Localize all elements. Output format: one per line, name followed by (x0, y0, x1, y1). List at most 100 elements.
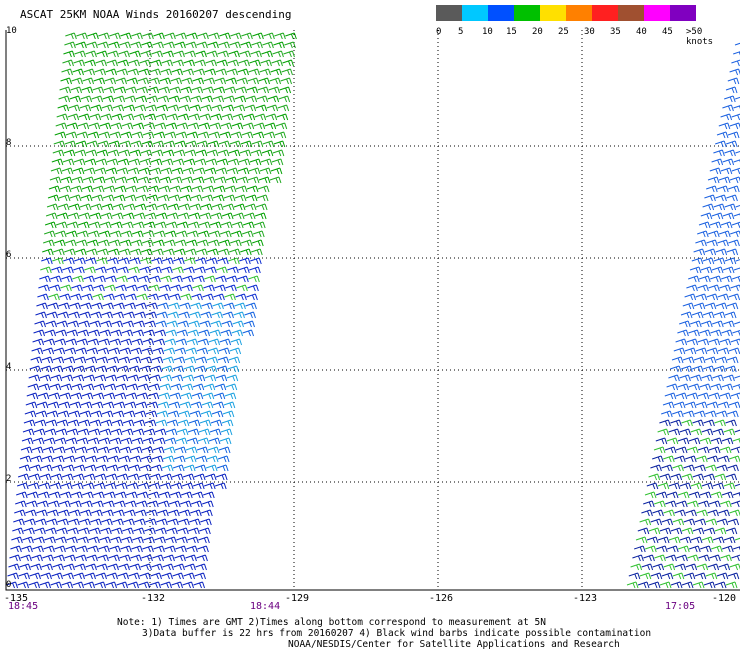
wind-barb (11, 536, 23, 544)
wind-barb (91, 194, 104, 202)
wind-barb (713, 311, 726, 319)
wind-barb (220, 221, 233, 229)
colorbar-label: 15 (506, 27, 517, 37)
wind-barb (129, 257, 141, 265)
wind-barb (66, 428, 79, 436)
wind-barb (38, 284, 50, 292)
wind-barb (725, 419, 737, 427)
wind-barb (650, 572, 663, 580)
wind-barb (204, 275, 216, 283)
wind-barb (60, 491, 72, 499)
wind-barb (77, 329, 90, 337)
wind-barb (62, 365, 75, 373)
wind-barb (22, 428, 35, 436)
wind-barb (692, 527, 705, 535)
wind-barb (118, 563, 130, 571)
wind-barb (251, 41, 263, 49)
wind-barb (100, 419, 113, 427)
wind-barb (82, 176, 95, 184)
wind-barb (117, 266, 129, 274)
wind-barb (236, 284, 248, 292)
wind-barb (111, 419, 124, 427)
wind-barb (120, 338, 133, 346)
wind-barb (224, 185, 237, 193)
wind-barb (237, 68, 249, 76)
wind-barb (245, 194, 258, 202)
wind-barb (115, 176, 128, 184)
wind-barb (60, 284, 72, 292)
colorbar-swatch (566, 5, 592, 21)
wind-barb (131, 545, 143, 553)
wind-barb (55, 221, 68, 229)
wind-barb (84, 158, 97, 166)
wind-barb (110, 329, 123, 337)
wind-barb (29, 572, 41, 580)
wind-barb (234, 194, 247, 202)
wind-barb (694, 518, 707, 526)
wind-barb (628, 572, 641, 580)
wind-barb (17, 473, 30, 481)
wind-barb (141, 347, 154, 355)
wind-barb (260, 59, 272, 67)
wind-barb (728, 185, 740, 193)
wind-barb (641, 563, 654, 571)
wind-barb (735, 205, 740, 208)
wind-barb (148, 482, 161, 490)
wind-barb (166, 320, 178, 328)
wind-barb (686, 284, 698, 292)
wind-barb (209, 428, 222, 436)
wind-barb (105, 581, 118, 589)
wind-barb (220, 428, 233, 436)
wind-barb (127, 581, 140, 589)
wind-barb (250, 50, 262, 58)
wind-barb (95, 365, 108, 373)
wind-barb (129, 50, 141, 58)
wind-barb (694, 572, 707, 580)
wind-barb (183, 59, 195, 67)
wind-barb (175, 338, 188, 346)
wind-barb (148, 491, 160, 499)
wind-barb (120, 545, 132, 553)
wind-barb (160, 275, 172, 283)
colorbar-label: 10 (482, 27, 493, 37)
wind-barb (82, 77, 95, 85)
wind-barb (267, 95, 280, 103)
wind-barb (176, 221, 189, 229)
wind-barb (713, 257, 726, 265)
wind-barb (42, 446, 55, 454)
wind-barb (725, 365, 737, 373)
wind-barb (26, 392, 39, 400)
wind-barb (124, 509, 136, 517)
wind-barb (637, 581, 650, 589)
wind-barb (29, 464, 42, 472)
wind-barb (702, 311, 715, 319)
wind-barb (714, 473, 727, 481)
wind-barb (107, 455, 120, 463)
wind-barb (107, 563, 119, 571)
wind-barb (147, 185, 160, 193)
wind-barb (92, 86, 105, 94)
wind-barb (84, 266, 96, 274)
wind-barb (149, 68, 161, 76)
wind-barb (190, 509, 202, 517)
wind-barb (679, 320, 691, 328)
wind-barb (178, 410, 191, 418)
wind-barb (28, 374, 41, 382)
wind-barb (105, 68, 117, 76)
wind-barb (708, 338, 721, 346)
wind-barb (270, 167, 283, 175)
wind-barb (729, 122, 740, 130)
wind-barb (224, 392, 237, 400)
colorbar-swatch (592, 5, 618, 21)
wind-barb (700, 545, 712, 553)
wind-barb (50, 374, 63, 382)
wind-barb (117, 464, 130, 472)
wind-barb (672, 464, 684, 472)
wind-barb (32, 338, 45, 346)
wind-barb (120, 239, 132, 247)
wind-barb (150, 572, 162, 580)
wind-barb (710, 383, 723, 391)
wind-barb (128, 464, 141, 472)
wind-barb (56, 212, 69, 220)
wind-barb (704, 302, 717, 310)
